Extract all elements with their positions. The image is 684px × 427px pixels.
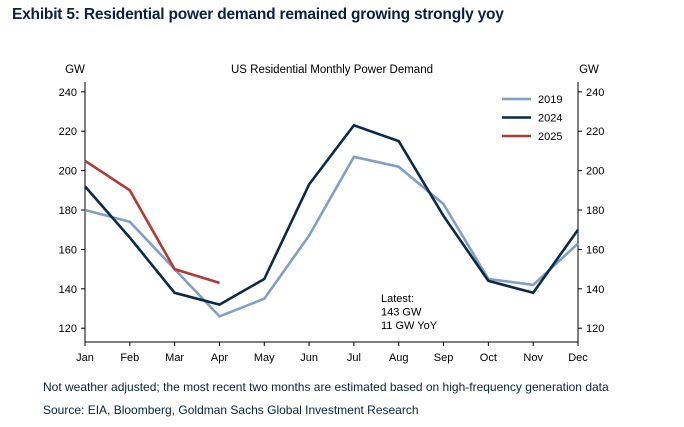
series-lines [84,123,580,318]
y-tick-label-right: 160 [586,244,604,256]
x-tick-label: Nov [523,352,543,364]
x-tick-label: Sep [434,352,454,364]
y-tick-label-left: 160 [59,244,77,256]
exhibit-title: Exhibit 5: Residential power demand rema… [12,6,504,23]
y-tick-label-right: 180 [586,205,604,217]
legend-label-2025: 2025 [538,131,562,143]
x-tick-label: Mar [165,352,184,364]
y-axis-right-unit: GW [579,64,599,76]
line-chart: US Residential Monthly Power Demand GW G… [59,64,605,364]
series-line-2024 [84,123,580,306]
x-tick-label: Jul [347,352,361,364]
x-tick-label: Apr [211,352,228,364]
x-tick-label: Dec [568,352,588,364]
y-axis-left-unit: GW [65,64,85,76]
x-tick-label: Jan [76,352,94,364]
footnote: Not weather adjusted; the most recent tw… [43,380,609,394]
series-line-2025 [84,159,220,285]
y-tick-label-left: 140 [59,284,77,296]
legend-label-2024: 2024 [538,113,562,125]
y-tick-label-left: 240 [59,87,77,99]
x-tick-label: Feb [120,352,139,364]
annotation-line: 11 GW YoY [381,320,438,332]
series-line-2019 [84,155,579,318]
axes: 120 120 140 140 160 160 180 180 200 200 220 220 240 2… [59,82,604,364]
y-tick-label-right: 200 [586,166,604,178]
y-tick-label-left: 120 [59,323,77,335]
y-tick-label-right: 120 [586,323,604,335]
x-tick-label: Jun [300,352,318,364]
y-tick-label-right: 140 [586,284,604,296]
y-tick-label-right: 240 [586,87,604,99]
y-tick-label-left: 220 [59,126,77,138]
legend-label-2019: 2019 [538,94,562,106]
y-tick-label-left: 200 [59,166,77,178]
y-tick-label-left: 180 [59,205,77,217]
x-tick-label: May [254,352,275,364]
x-tick-label: Aug [389,352,409,364]
source-note: Source: EIA, Bloomberg, Goldman Sachs Gl… [43,403,419,417]
annotation-line: 143 GW [381,307,422,319]
annotation-line: Latest: [381,293,414,305]
y-tick-label-right: 220 [586,126,604,138]
x-tick-label: Oct [480,352,497,364]
chart-title: US Residential Monthly Power Demand [231,64,433,76]
legend: 2019 2024 2025 [502,94,562,143]
